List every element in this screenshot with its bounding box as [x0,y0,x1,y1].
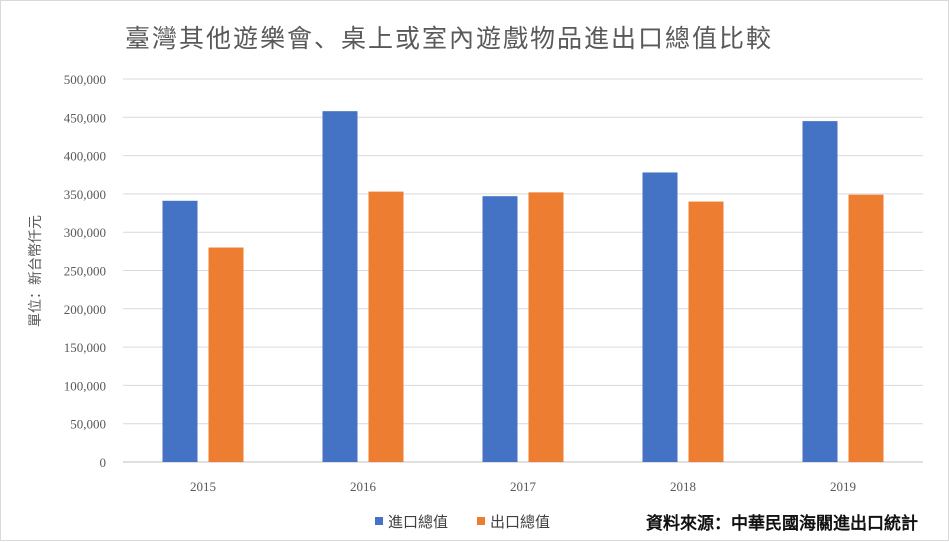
y-tick-label: 250,000 [64,264,106,279]
y-tick-label: 300,000 [64,225,106,240]
legend-label: 進口總值 [388,513,448,531]
x-axis-ticks: 2015 2016 2017 2018 2019 [190,479,856,494]
y-tick-label: 500,000 [64,72,106,87]
bar-import-2019 [802,121,838,462]
y-tick-label: 0 [100,455,107,470]
y-tick-label: 200,000 [64,302,106,317]
bars [162,111,884,463]
y-tick-label: 400,000 [64,149,106,164]
chart-title: 臺灣其他遊樂會、桌上或室內遊戲物品進出口總值比較 [125,24,773,53]
y-tick-label: 450,000 [64,110,106,125]
bar-import-2018 [642,172,678,462]
source-note: 資料來源：中華民國海關進出口統計 [646,513,918,534]
bar-export-2019 [848,194,884,462]
legend-swatch [477,517,485,525]
x-tick-label: 2017 [510,479,537,494]
bar-export-2018 [688,201,724,462]
y-tick-label: 350,000 [64,187,106,202]
x-tick-label: 2019 [830,479,856,494]
bar-export-2016 [368,191,404,463]
bar-export-2015 [208,247,244,462]
x-tick-label: 2016 [350,479,377,494]
legend: 進口總值 出口總值 [375,513,550,531]
x-tick-label: 2018 [670,479,696,494]
legend-swatch [375,517,383,525]
bar-export-2017 [528,192,564,463]
legend-label: 出口總值 [490,513,550,531]
y-tick-label: 50,000 [70,417,106,432]
x-tick-label: 2015 [190,479,216,494]
y-axis-label: 單位：新台幣仟元 [28,215,44,327]
gridlines [123,78,923,463]
y-axis-ticks: 0 50,000 100,000 150,000 200,000 250,000 300,0… [64,72,106,470]
bar-import-2016 [322,111,358,462]
y-tick-label: 100,000 [64,378,106,393]
y-tick-label: 150,000 [64,340,106,355]
bar-import-2015 [162,200,198,462]
bar-import-2017 [482,196,518,462]
